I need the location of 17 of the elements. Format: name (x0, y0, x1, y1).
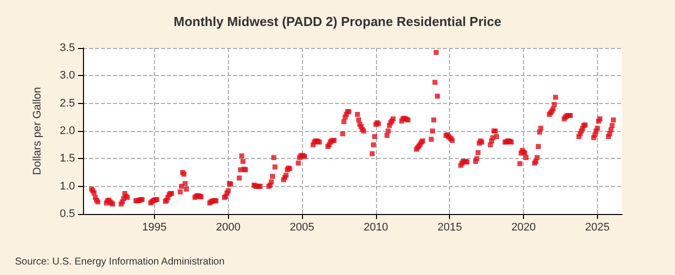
x-tick-label: 2015 (437, 222, 462, 234)
chart-title: Monthly Midwest (PADD 2) Propane Residential Price (174, 14, 502, 29)
x-tick-label: 2010 (364, 222, 388, 234)
y-axis-title: Dollars per Gallon (32, 86, 44, 176)
x-tick-label: 2020 (511, 222, 536, 234)
x-tick-label: 2000 (216, 222, 240, 234)
source-note: Source: U.S. Energy Information Administration (15, 256, 225, 268)
x-tick-label: 2005 (290, 222, 314, 234)
y-tick-label: 2.5 (60, 97, 75, 110)
y-tick-label: 1.0 (60, 180, 75, 192)
y-tick-label: 2.0 (60, 125, 75, 137)
y-tick-label: 1.5 (60, 152, 75, 165)
y-tick-label: 3.0 (60, 70, 75, 82)
y-tick-label: 3.5 (60, 42, 75, 54)
x-tick-label: 2025 (585, 222, 610, 234)
y-tick-label: 0.5 (60, 208, 75, 220)
x-tick-label: 1995 (142, 222, 167, 234)
